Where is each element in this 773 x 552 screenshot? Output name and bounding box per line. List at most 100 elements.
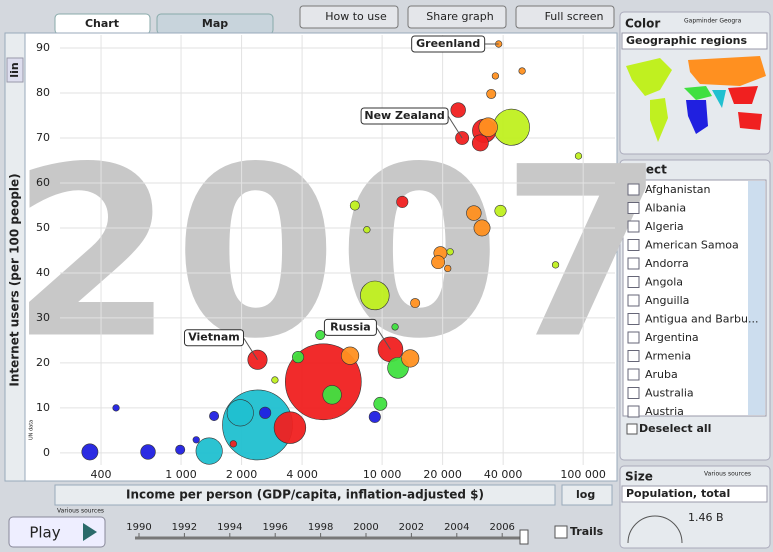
bubble	[551, 261, 560, 269]
bubble	[285, 343, 362, 421]
country-label: Russia	[330, 320, 371, 333]
x-axis-title: Income per person (GDP/capita, inflation…	[126, 488, 484, 502]
x-tick-label: 400	[91, 468, 112, 481]
country-checkbox[interactable]	[627, 257, 640, 270]
country-checkbox[interactable]	[627, 239, 640, 251]
deselect-checkbox[interactable]	[626, 423, 638, 435]
country-checkbox[interactable]	[627, 313, 640, 325]
y-axis-title: Internet users (per 100 people)	[8, 173, 22, 386]
size-max-label: 1.46 B	[688, 511, 724, 524]
timeline-year: 1994	[217, 522, 242, 533]
bubble	[175, 444, 186, 455]
timeline-year: 2004	[444, 522, 469, 533]
bubble	[271, 376, 279, 384]
bubble	[192, 436, 200, 444]
how-to-use-button[interactable]	[299, 5, 399, 29]
bubble	[273, 411, 307, 444]
x-scale-button[interactable]	[561, 484, 613, 506]
country-name: Afghanistan	[645, 183, 711, 196]
label-box	[183, 329, 244, 347]
y-tick-label: 70	[36, 131, 50, 144]
x-axis-bar[interactable]	[54, 484, 556, 506]
timeline-year: 2002	[399, 522, 424, 533]
list-scrollbar[interactable]	[748, 181, 765, 415]
x-source: Various sources	[57, 508, 104, 515]
timeline-year: 1992	[172, 522, 197, 533]
bubble	[455, 131, 470, 145]
share-graph-button[interactable]	[407, 5, 507, 29]
bubble	[446, 248, 454, 256]
size-dropdown[interactable]	[621, 485, 768, 503]
timeline-year: 1996	[262, 522, 287, 533]
bubble	[410, 298, 421, 309]
label-leader	[243, 337, 258, 361]
y-tick-label: 0	[43, 446, 50, 459]
country-list	[622, 179, 767, 417]
x-tick-label: 20 000	[423, 468, 462, 481]
full-screen-button[interactable]	[515, 5, 615, 29]
country-checkbox[interactable]	[627, 387, 640, 399]
bubble	[491, 72, 500, 80]
y-source: UN data	[29, 420, 35, 440]
trails-checkbox[interactable]	[554, 525, 568, 539]
play-icon	[83, 523, 97, 541]
y-tick-label: 20	[36, 356, 50, 369]
y-tick-label: 80	[36, 86, 50, 99]
color-title: Color	[625, 17, 660, 31]
play-label: Play	[29, 524, 60, 542]
bubble	[574, 152, 583, 160]
country-checkbox[interactable]	[627, 183, 640, 196]
color-dropdown[interactable]	[621, 32, 768, 50]
year-watermark: 2007	[10, 117, 664, 390]
y-tick-label: 10	[36, 401, 50, 414]
country-checkbox[interactable]	[627, 294, 640, 307]
y-tick-label: 50	[36, 221, 50, 234]
bubble	[368, 410, 381, 423]
y-tick-label: 60	[36, 176, 50, 189]
bubble	[473, 219, 491, 237]
y-scale-button[interactable]	[6, 57, 24, 83]
country-name: Albania	[645, 202, 686, 215]
timeline-slider[interactable]	[519, 529, 529, 545]
color-indicator: Geographic regions	[626, 34, 748, 47]
country-label: Vietnam	[188, 331, 240, 344]
tab-label: Chart	[85, 17, 119, 30]
y-tick-label: 90	[36, 41, 50, 54]
y-axis-bar	[4, 32, 26, 482]
country-checkbox[interactable]	[627, 276, 640, 288]
button-label: How to use	[325, 10, 387, 23]
x-tick-label: 4 000	[286, 468, 318, 481]
bubble	[478, 117, 498, 137]
color-source: Gapminder Geogra	[684, 18, 742, 25]
bubble	[466, 205, 482, 221]
label-box	[411, 35, 486, 53]
country-checkbox[interactable]	[627, 331, 640, 344]
trails-label: Trails	[570, 525, 604, 538]
bubble	[112, 404, 120, 412]
bubble	[518, 67, 526, 75]
country-label: New Zealand	[364, 109, 444, 122]
country-name: Australia	[645, 387, 694, 400]
bubble	[444, 264, 452, 273]
country-name: Aruba	[645, 368, 678, 381]
bubble	[363, 226, 371, 234]
country-checkbox[interactable]	[627, 350, 640, 362]
country-checkbox[interactable]	[627, 368, 640, 381]
label-leader	[376, 327, 391, 350]
country-name: American Samoa	[645, 239, 739, 252]
country-checkbox[interactable]	[627, 405, 640, 418]
size-legend-arc	[627, 515, 683, 544]
country-name: Algeria	[645, 220, 684, 233]
bubble	[140, 444, 156, 460]
play-button[interactable]	[8, 516, 106, 548]
bubble	[396, 195, 409, 208]
country-checkbox[interactable]	[627, 202, 640, 214]
bubble	[322, 385, 342, 405]
country-checkbox[interactable]	[627, 220, 640, 233]
bubble	[349, 200, 360, 211]
timeline-year: 2006	[489, 522, 514, 533]
label-leader	[447, 115, 463, 139]
x-tick-label: 40 000	[484, 468, 523, 481]
bubble	[450, 102, 466, 118]
country-name: Angola	[645, 276, 683, 289]
